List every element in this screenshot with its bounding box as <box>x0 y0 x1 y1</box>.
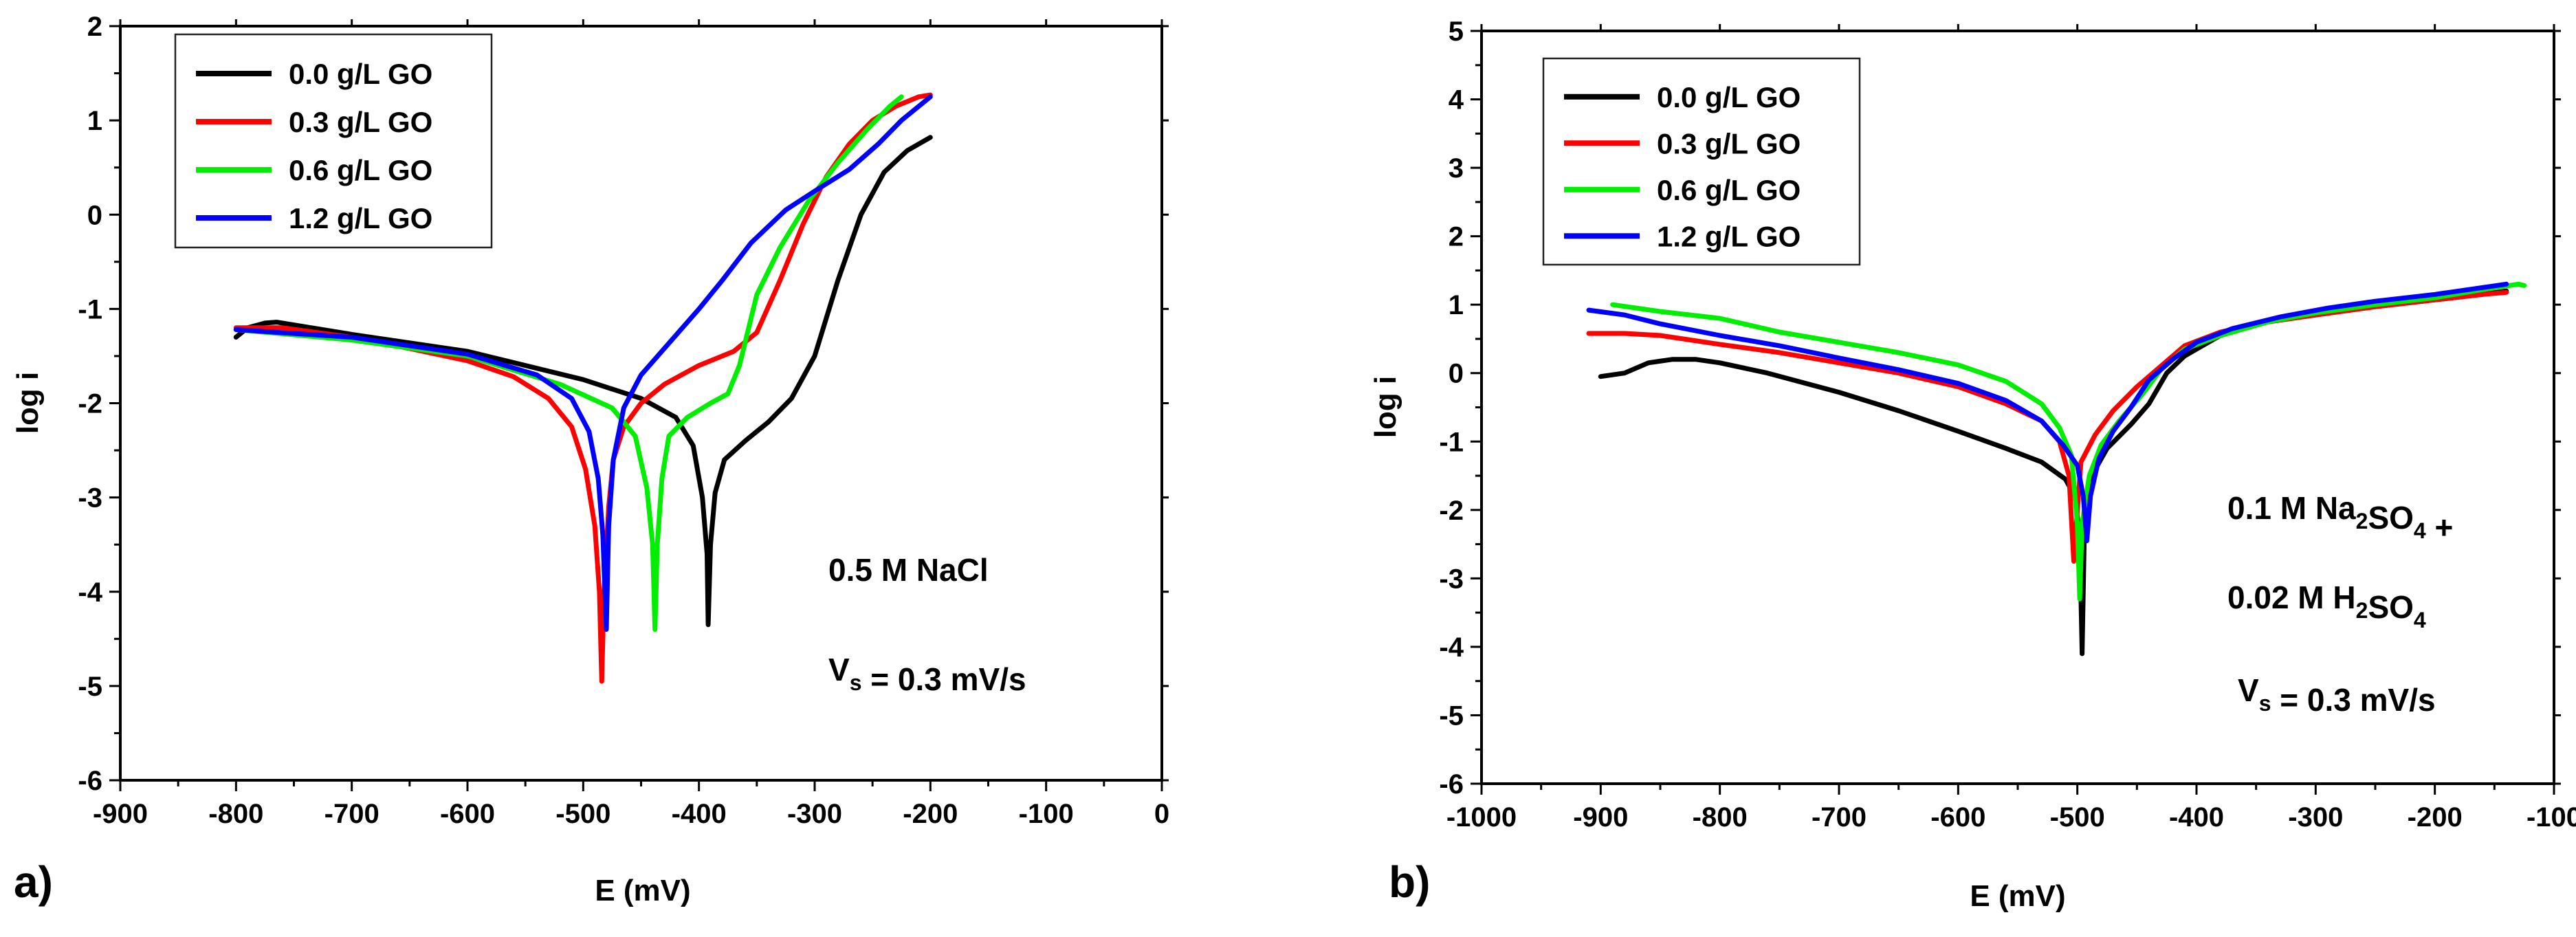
x-tick-label: -900 <box>93 799 148 829</box>
annotation-span: SO <box>2368 500 2413 536</box>
annotation-span: = 0.3 mV/s <box>861 661 1026 697</box>
y-tick-label: -5 <box>1439 701 1464 731</box>
annotation-subscript: 4 <box>2414 608 2426 632</box>
x-tick-label: -600 <box>1930 802 1985 833</box>
annotation-span: 0.5 M NaCl <box>828 552 989 588</box>
series-line-2 <box>1610 281 2527 602</box>
series-line-0 <box>233 135 933 628</box>
panel-a-chart: -900 -800 -700 -600 -500 -400 -300 -200 -100 0 -6 -… <box>11 12 1169 907</box>
annotation-subscript: s <box>2259 691 2271 716</box>
annotation-span: SO <box>2368 589 2413 625</box>
y-tick-label: 4 <box>1449 85 1464 115</box>
legend-box <box>1542 57 1861 266</box>
legend-entry: 1.2 g/L GO <box>1657 220 1801 252</box>
annotation-text: Vs = 0.3 mV/s <box>828 652 1026 697</box>
y-tick-label: -2 <box>78 389 102 419</box>
x-tick-label: -1000 <box>1446 802 1517 833</box>
annotation-span: V <box>828 652 850 687</box>
x-tick-label: -400 <box>672 799 727 829</box>
legend-entry: 0.3 g/L GO <box>289 106 432 138</box>
y-tick-label: 3 <box>1449 153 1464 184</box>
y-tick-label: -6 <box>78 766 102 796</box>
y-tick-label: 0 <box>87 200 102 230</box>
y-tick-label: -1 <box>78 294 102 324</box>
annotation-subscript: 2 <box>2356 598 2368 623</box>
x-tick-label: -500 <box>555 799 610 829</box>
y-tick-label: -4 <box>1439 632 1464 663</box>
legend-entry: 0.0 g/L GO <box>1657 81 1801 113</box>
y-tick-label: 2 <box>1449 222 1464 252</box>
annotation-span: + <box>2426 509 2454 545</box>
series-line-3 <box>233 94 933 632</box>
panel-b-chart: -1000 -900 -800 -700 -600 -500 -400 -300 -200 -10… <box>1369 16 2576 913</box>
x-tick-label: -800 <box>1693 802 1748 833</box>
y-axis-title: log i <box>11 372 45 434</box>
annotation-span: V <box>2238 672 2259 708</box>
x-tick-label: -200 <box>903 799 958 829</box>
x-tick-label: -400 <box>2169 802 2224 833</box>
x-tick-label: -300 <box>787 799 842 829</box>
legend-entry: 0.0 g/L GO <box>289 58 432 90</box>
x-tick-label: -900 <box>1573 802 1628 833</box>
x-tick-label: -100 <box>2527 802 2576 833</box>
legend-box <box>174 33 493 249</box>
y-tick-label: 1 <box>1449 290 1464 320</box>
y-tick-label: 0 <box>1449 359 1464 389</box>
x-axis-title: E (mV) <box>1970 879 2065 913</box>
annotation-subscript: 4 <box>2414 518 2426 543</box>
annotation-span: 0.02 M H <box>2227 580 2356 615</box>
legend-entry: 0.3 g/L GO <box>1657 127 1801 159</box>
y-tick-label: -5 <box>78 672 102 702</box>
y-tick-label: -3 <box>78 483 102 514</box>
series-line-3 <box>1586 281 2509 544</box>
annotation-text: 0.5 M NaCl <box>828 552 989 588</box>
panel-label: a) <box>14 857 53 907</box>
x-tick-label: -800 <box>208 799 263 829</box>
legend-entry: 0.6 g/L GO <box>289 154 432 186</box>
y-tick-label: 5 <box>1449 16 1464 47</box>
y-tick-label: -6 <box>1439 769 1464 800</box>
legend-entry: 0.6 g/L GO <box>1657 174 1801 206</box>
x-tick-label: 0 <box>1154 799 1169 829</box>
series-group <box>233 92 933 684</box>
y-tick-label: -2 <box>1439 496 1464 526</box>
y-axis-title: log i <box>1369 376 1402 438</box>
annotation-span: = 0.3 mV/s <box>2271 682 2435 718</box>
x-tick-label: -700 <box>1812 802 1867 833</box>
x-tick-label: -200 <box>2408 802 2463 833</box>
y-tick-label: 2 <box>87 12 102 42</box>
y-tick-label: -4 <box>78 577 102 608</box>
series-group <box>1586 281 2527 657</box>
annotation-subscript: 2 <box>2356 509 2368 533</box>
y-tick-label: 1 <box>87 106 102 136</box>
x-tick-label: -300 <box>2288 802 2343 833</box>
legend-entry: 1.2 g/L GO <box>289 202 432 234</box>
x-tick-label: -100 <box>1019 799 1074 829</box>
annotation-text: 0.02 M H2SO4 <box>2227 580 2426 632</box>
panel-label: b) <box>1389 857 1430 907</box>
y-tick-label: -3 <box>1439 564 1464 594</box>
x-tick-label: -700 <box>324 799 379 829</box>
annotation-subscript: s <box>850 670 862 695</box>
annotation-span: 0.1 M Na <box>2227 490 2356 526</box>
x-axis-title: E (mV) <box>595 874 690 907</box>
x-tick-label: -500 <box>2050 802 2105 833</box>
x-tick-label: -600 <box>440 799 495 829</box>
annotation-text: 0.1 M Na2SO4 + <box>2227 490 2453 545</box>
annotation-text: Vs = 0.3 mV/s <box>2238 672 2436 718</box>
y-tick-label: -1 <box>1439 427 1464 457</box>
